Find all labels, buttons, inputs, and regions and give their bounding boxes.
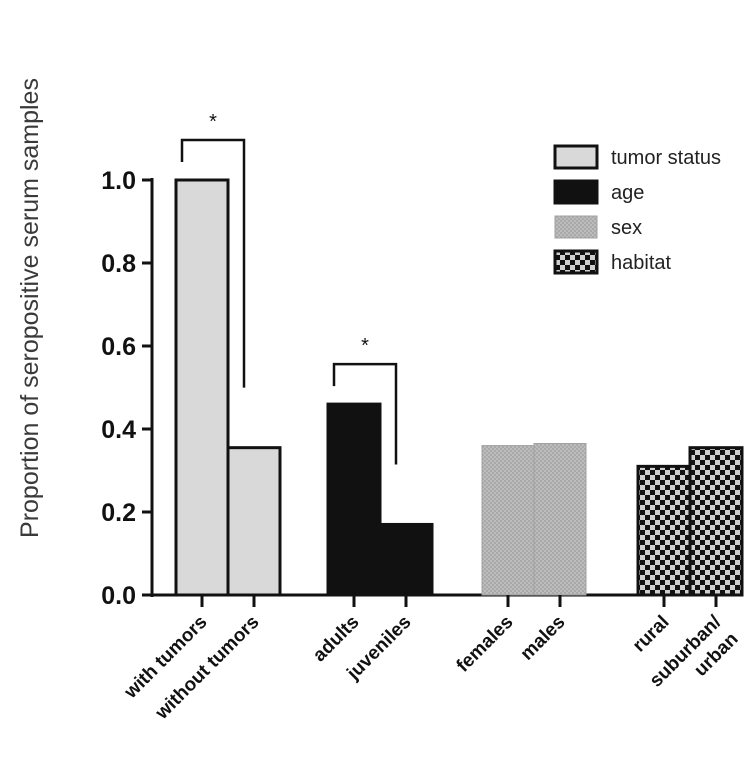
bar bbox=[481, 445, 535, 596]
bar bbox=[378, 522, 434, 597]
y-tick-label: 0.8 bbox=[101, 250, 136, 278]
y-tick-label: 0.4 bbox=[101, 416, 136, 444]
legend-label: age bbox=[611, 182, 644, 204]
x-tick-label: males bbox=[517, 612, 570, 665]
legend-swatch bbox=[554, 215, 598, 239]
bar bbox=[326, 402, 382, 597]
legend-label: sex bbox=[611, 217, 642, 239]
significance-bracket bbox=[332, 362, 398, 465]
legend-label: habitat bbox=[611, 252, 671, 274]
legend-swatch bbox=[553, 249, 599, 275]
y-tick-label: 0.0 bbox=[101, 582, 136, 610]
significance-star: * bbox=[209, 111, 217, 133]
bar bbox=[533, 443, 587, 596]
bar bbox=[174, 178, 230, 597]
legend: tumor status age sex habitat bbox=[553, 144, 721, 275]
legend-swatch bbox=[553, 144, 599, 170]
y-tick-label: 1.0 bbox=[101, 167, 136, 195]
x-tick-label: rural bbox=[629, 612, 674, 657]
significance-bracket bbox=[180, 138, 246, 388]
significance-star: * bbox=[361, 335, 369, 357]
legend-swatch bbox=[553, 179, 599, 205]
y-axis-title: Proportion of seropositive serum samples bbox=[16, 78, 44, 538]
y-tick-label: 0.6 bbox=[101, 333, 136, 361]
x-tick-label: females bbox=[453, 612, 518, 677]
bar bbox=[688, 446, 744, 597]
y-tick-label: 0.2 bbox=[101, 499, 136, 527]
legend-label: tumor status bbox=[611, 147, 721, 169]
bar bbox=[226, 446, 282, 597]
bar bbox=[636, 464, 692, 597]
